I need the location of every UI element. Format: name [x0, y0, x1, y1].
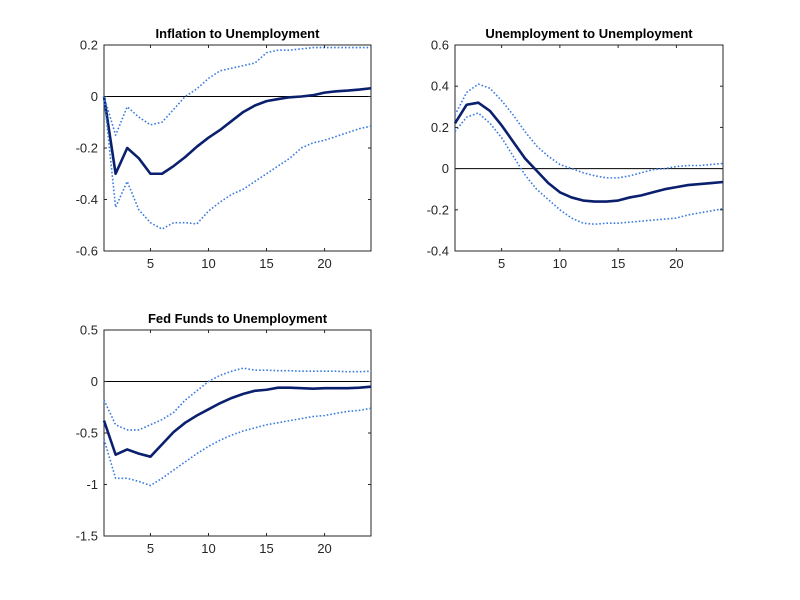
chart-panel: 5 10 15 20 -0.6 -0.4 -0.2 0 0.2 Inflation to Unem…	[76, 26, 372, 271]
series-line-estimate	[102, 86, 372, 176]
plot-area	[103, 329, 372, 537]
y-tick-label: 0	[442, 161, 449, 176]
x-tick-label: 20	[317, 541, 331, 556]
plot-area	[103, 44, 372, 252]
plot-area	[454, 44, 724, 252]
x-tick-label: 15	[259, 256, 273, 271]
x-tick-label: 20	[669, 256, 683, 271]
series-line-lower-band	[103, 96, 372, 230]
series-line-estimate	[102, 385, 372, 458]
y-tick-label: -1	[86, 477, 98, 492]
x-tick-label: 5	[147, 256, 154, 271]
series-line-upper-band	[454, 83, 724, 179]
y-tick-label: -0.2	[427, 202, 449, 217]
y-tick-label: -0.6	[76, 244, 98, 259]
series-line-lower-band	[454, 112, 724, 226]
series-line-upper-band	[103, 367, 372, 431]
y-tick-label: -0.4	[427, 244, 449, 259]
y-tick-label: 0.2	[431, 120, 449, 135]
y-tick-label: 0.6	[431, 38, 449, 53]
chart-title: Inflation to Unemployment	[156, 26, 321, 41]
y-tick-label: 0.2	[80, 38, 98, 53]
series-line-estimate	[453, 101, 724, 203]
x-tick-label: 5	[147, 541, 154, 556]
panels: 5 10 15 20 -0.6 -0.4 -0.2 0 0.2 Inflation to Unem…	[76, 26, 724, 556]
y-tick-label: 0	[91, 89, 98, 104]
y-tick-label: 0	[91, 374, 98, 389]
x-tick-label: 15	[611, 256, 625, 271]
chart-panel: 5 10 15 20 -0.4 -0.2 0 0.2 0.4 0.6 Unemployment to…	[427, 26, 724, 271]
x-tick-label: 10	[201, 541, 215, 556]
chart-panel: 5 10 15 20 -1.5 -1 -0.5 0 0.5 Fed Funds to Unempl…	[76, 311, 372, 556]
series-line-upper-band	[103, 46, 371, 136]
x-tick-label: 5	[498, 256, 505, 271]
y-tick-label: -0.2	[76, 141, 98, 156]
x-tick-label: 10	[201, 256, 215, 271]
chart-title: Fed Funds to Unemployment	[148, 311, 328, 326]
y-tick-label: -1.5	[76, 529, 98, 544]
x-tick-label: 20	[317, 256, 331, 271]
y-tick-label: -0.4	[76, 192, 98, 207]
y-tick-label: -0.5	[76, 426, 98, 441]
y-tick-label: 0.4	[431, 79, 449, 94]
y-tick-label: 0.5	[80, 323, 98, 338]
chart-title: Unemployment to Unemployment	[485, 26, 693, 41]
x-tick-label: 15	[259, 541, 273, 556]
x-tick-label: 10	[553, 256, 567, 271]
